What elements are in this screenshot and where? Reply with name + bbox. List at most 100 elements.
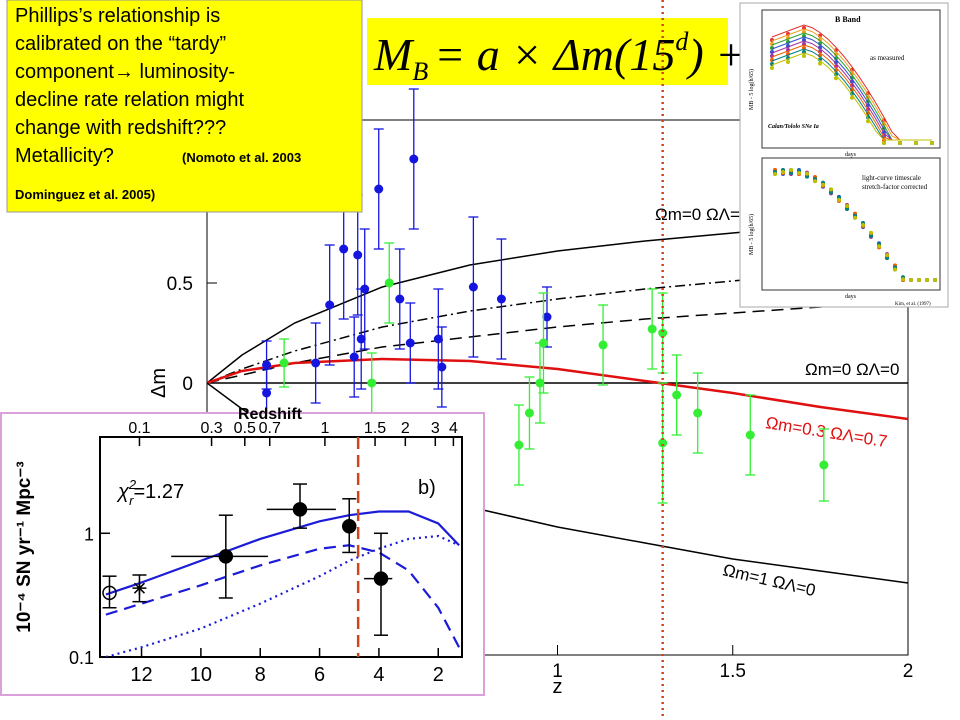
y-tick-label: 1: [84, 524, 94, 544]
mini-dot: [818, 61, 822, 66]
formula-subscript: B: [412, 57, 428, 86]
mini-dot: [869, 230, 873, 235]
data-point: [384, 278, 394, 288]
data-point: [524, 408, 534, 418]
model-curve: [207, 357, 908, 421]
mini-dot: [930, 141, 934, 145]
mini-curve: [771, 52, 932, 141]
data-point: [409, 154, 419, 164]
x-tick-label: 4: [373, 664, 384, 686]
mini-dot: [773, 172, 777, 176]
inset-background: [0, 412, 485, 696]
top-tick-label: 1: [320, 420, 329, 437]
figure-title: B Band: [835, 15, 861, 24]
mini-dot: [834, 56, 838, 61]
figure-background: [739, 2, 949, 308]
mini-dot: [845, 203, 849, 208]
data-point: [218, 549, 234, 564]
mini-dot: [829, 187, 833, 192]
formula-box: MB = a × Δm(15d) + b: [367, 18, 781, 86]
data-point: [325, 300, 335, 310]
mini-panel: [761, 157, 941, 291]
rate-chart: 12 10 8 6 4 20.1 0.3 0.5 0.7 1 1.5 2 3 4Redshift0.111…: [0, 406, 485, 696]
figure-xlabel: days: [845, 294, 857, 300]
data-point: [819, 460, 829, 470]
mini-dot: [869, 233, 873, 238]
y-tick-label: 0.1: [69, 648, 94, 668]
mini-dot: [818, 57, 822, 62]
mini-dot: [834, 72, 838, 77]
data-point: [658, 328, 668, 338]
x-axis-label: z: [553, 676, 563, 698]
curve-label: Ωm=1 ΩΛ=0: [721, 560, 817, 600]
mini-dot: [834, 48, 838, 53]
x-tick-label: 2: [903, 661, 914, 682]
data-point: [598, 340, 608, 350]
mini-dot: [789, 168, 793, 172]
x-tick-label: 2: [433, 664, 444, 686]
curve-label: Ωm=0.3 ΩΛ=0.7: [764, 413, 888, 451]
figure-xlabel: days: [845, 152, 857, 158]
x-tick-label: 6: [314, 664, 325, 686]
mini-dot: [837, 197, 841, 202]
note-line: Metallicity?: [15, 145, 114, 167]
x-tick-label: 12: [130, 664, 152, 686]
data-point: [311, 358, 321, 368]
mini-dot: [821, 182, 825, 187]
top-tick-label: 0.1: [128, 420, 150, 437]
data-point: [341, 518, 357, 534]
data-point: [373, 571, 389, 586]
x-tick-label: 8: [255, 664, 266, 686]
data-point: [647, 324, 657, 334]
data-point: [468, 282, 478, 292]
data-point: [693, 408, 703, 418]
data-point: [349, 352, 359, 362]
top-tick-label: 1.5: [364, 420, 386, 437]
mini-dot: [818, 33, 822, 38]
model-curve: [105, 544, 461, 648]
data-point: [433, 334, 443, 344]
mini-dot: [818, 49, 822, 54]
top-tick-label: 0.7: [259, 420, 281, 437]
mini-dot: [818, 45, 822, 50]
data-point: [367, 378, 377, 388]
data-point: [292, 502, 308, 517]
chi-symbol: χ: [116, 481, 130, 503]
mini-dot: [885, 256, 889, 261]
data-point: [132, 581, 147, 596]
mini-dot: [805, 174, 809, 179]
data-point: [262, 360, 272, 370]
mini-dot: [882, 141, 886, 145]
data-point: [279, 358, 289, 368]
formula-background: [367, 18, 728, 85]
chi-value: =1.27: [134, 481, 185, 503]
model-curve: [105, 510, 460, 596]
top-tick-label: 0.3: [200, 420, 222, 437]
data-point: [514, 440, 524, 450]
mini-dot: [834, 52, 838, 57]
mini-dot: [813, 179, 817, 184]
mini-dot: [898, 141, 902, 145]
data-point: [356, 334, 366, 344]
figure-caption: Calan/Tololo SNe Ia: [768, 124, 819, 130]
figure-note: light-curve timescale: [862, 174, 921, 182]
data-point: [353, 250, 363, 260]
top-tick-label: 4: [449, 420, 458, 437]
data-point: [538, 338, 548, 348]
mini-dot: [834, 60, 838, 65]
mini-dot: [802, 54, 806, 58]
top-tick-label: 0.5: [234, 420, 256, 437]
data-point: [658, 438, 668, 448]
note-line: calibrated on the “tardy”: [15, 33, 226, 55]
mini-dot: [829, 190, 833, 195]
note-line: component→ luminosity-: [15, 61, 235, 83]
reference: (Nomoto et al. 2003: [182, 150, 301, 165]
mini-dot: [909, 278, 913, 282]
formula: MB = a × Δm(15d) + b: [373, 27, 781, 86]
data-point: [339, 244, 349, 254]
mini-dot: [877, 244, 881, 249]
mini-dot: [933, 278, 937, 282]
data-point: [496, 294, 506, 304]
chi-sub: r: [129, 493, 134, 508]
